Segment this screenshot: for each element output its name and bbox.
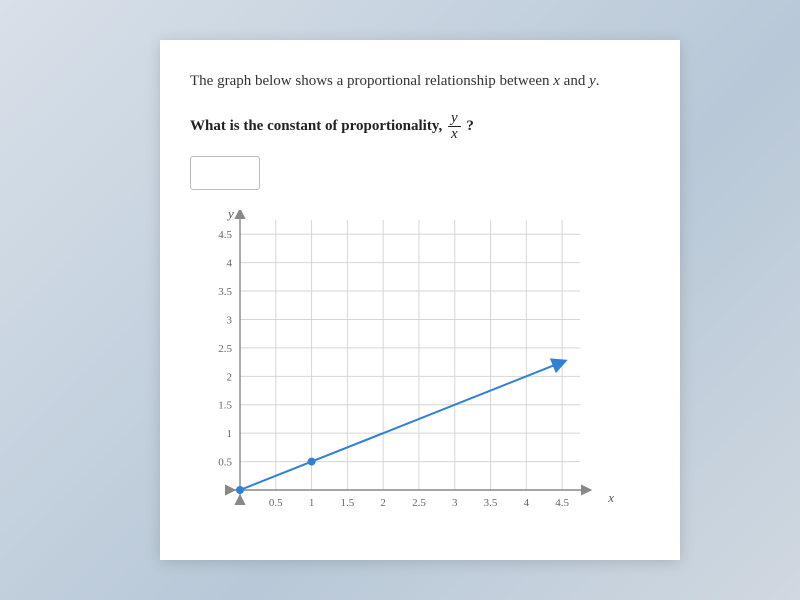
intro-var-x: x: [553, 73, 560, 89]
y-axis-label: y: [228, 206, 234, 222]
svg-text:3: 3: [227, 314, 233, 326]
proportional-chart: y x 0.511.522.533.544.50.511.522.533.544…: [190, 210, 610, 530]
question-prefix: What is the constant of proportionality,: [190, 117, 446, 133]
intro-text: The graph below shows a proportional rel…: [190, 70, 650, 93]
worksheet-page: The graph below shows a proportional rel…: [160, 40, 680, 560]
fraction-den: x: [448, 127, 461, 142]
fraction-num: y: [448, 111, 461, 127]
svg-text:4: 4: [524, 497, 530, 509]
svg-text:0.5: 0.5: [218, 456, 232, 468]
intro-part1: The graph below shows a proportional rel…: [190, 73, 553, 89]
chart-svg: 0.5 1 1.5 2 2.5 3 3.5 4 4.5 0.5 1 1.5 2 2.5 3 3.5 4 4.5: [190, 210, 610, 530]
question-text: What is the constant of proportionality,…: [190, 111, 650, 142]
svg-text:2: 2: [227, 371, 233, 383]
intro-end: .: [596, 73, 600, 89]
svg-text:1.5: 1.5: [218, 399, 232, 411]
svg-text:2: 2: [380, 497, 386, 509]
answer-input[interactable]: [190, 156, 260, 190]
svg-text:3.5: 3.5: [218, 286, 232, 298]
svg-text:3.5: 3.5: [484, 497, 498, 509]
fraction-yx: y x: [448, 111, 461, 142]
svg-text:1: 1: [309, 497, 315, 509]
svg-text:1.5: 1.5: [340, 497, 354, 509]
svg-text:4: 4: [227, 257, 233, 269]
svg-text:0.5: 0.5: [269, 497, 283, 509]
svg-text:4.5: 4.5: [555, 497, 569, 509]
x-axis-label: x: [608, 490, 614, 506]
svg-text:2.5: 2.5: [412, 497, 426, 509]
svg-text:4.5: 4.5: [218, 229, 232, 241]
svg-text:3: 3: [452, 497, 458, 509]
intro-mid: and: [560, 73, 589, 89]
svg-text:1: 1: [227, 428, 233, 440]
intro-var-y: y: [589, 73, 596, 89]
question-suffix: ?: [466, 117, 474, 133]
svg-text:2.5: 2.5: [218, 342, 232, 354]
